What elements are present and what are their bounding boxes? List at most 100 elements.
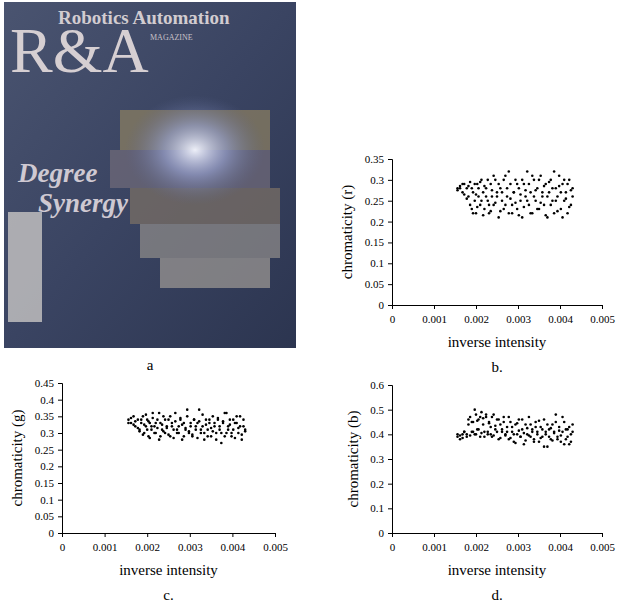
point (546, 423, 549, 426)
point (476, 183, 479, 186)
point (479, 416, 482, 419)
point (529, 212, 532, 215)
points (127, 408, 246, 444)
point (201, 413, 204, 416)
point (514, 442, 517, 445)
x-tick: 0.002 (135, 533, 160, 553)
point (538, 440, 541, 443)
point (483, 436, 486, 439)
point (156, 418, 159, 421)
point (531, 174, 534, 177)
point (479, 181, 482, 184)
point (137, 427, 140, 430)
y-tick-mark (58, 516, 62, 517)
point (147, 420, 150, 423)
point (213, 422, 216, 425)
x-tick-label: 0 (390, 541, 396, 553)
point (205, 418, 208, 421)
point (134, 420, 137, 423)
point (234, 437, 237, 440)
photo-book (140, 224, 280, 258)
y-tick-mark (58, 416, 62, 417)
point (494, 424, 497, 427)
point (153, 425, 156, 428)
point (507, 170, 510, 173)
point (461, 183, 464, 186)
x-tick-mark (602, 305, 603, 309)
y-axis: 00.050.10.150.20.250.30.35 (365, 153, 393, 311)
point (570, 189, 573, 192)
point (509, 197, 512, 200)
point (456, 189, 459, 192)
point (533, 195, 536, 198)
chart-panel: 00.0010.0020.0030.0040.00500.050.10.150.… (339, 153, 615, 375)
point (467, 418, 470, 421)
point (492, 434, 495, 437)
point (494, 428, 497, 431)
point (516, 208, 519, 211)
point (548, 436, 551, 439)
point (145, 413, 148, 416)
y-tick-mark (58, 500, 62, 501)
point (142, 433, 145, 436)
point (143, 423, 146, 426)
point (571, 431, 574, 434)
y-tick: 0.4 (40, 394, 62, 406)
point (561, 416, 564, 419)
point (212, 430, 215, 433)
photo-text: Degree (17, 158, 97, 188)
point (220, 432, 223, 435)
point (546, 195, 549, 198)
point (536, 433, 539, 436)
x-tick-label: 0.003 (506, 313, 531, 325)
point (555, 187, 558, 190)
panel-label: b. (491, 359, 502, 375)
y-tick-label: 0 (379, 527, 385, 539)
y-tick: 0.3 (370, 453, 392, 465)
point (483, 431, 486, 434)
y-tick-mark (388, 284, 392, 285)
y-tick: 0.15 (35, 477, 62, 489)
point (536, 187, 539, 190)
point (519, 436, 522, 439)
y-tick: 0.5 (370, 404, 392, 416)
y-tick-label: 0.5 (370, 404, 384, 416)
point (553, 432, 556, 435)
point (544, 183, 547, 186)
point (486, 433, 489, 436)
point (201, 425, 204, 428)
point (534, 199, 537, 202)
point (558, 185, 561, 188)
point (130, 417, 133, 420)
x-tick-label: 0.002 (464, 541, 489, 553)
point (558, 174, 561, 177)
x-axis: 00.0010.0020.0030.0040.005 (60, 533, 289, 553)
point (570, 204, 573, 207)
y-tick: 0 (379, 527, 393, 539)
chart-panel: 00.0010.0020.0030.0040.00500.10.20.30.40… (345, 379, 616, 603)
point (132, 423, 135, 426)
panel-label: c. (163, 587, 173, 603)
point (570, 433, 573, 436)
point (198, 408, 201, 411)
point (479, 436, 482, 439)
point (521, 179, 524, 182)
point (538, 179, 541, 182)
point (472, 191, 475, 194)
point (561, 216, 564, 219)
point (142, 415, 145, 418)
point (200, 428, 203, 431)
point (472, 431, 475, 434)
point (488, 422, 491, 425)
point (541, 428, 544, 431)
y-tick: 0 (379, 299, 393, 311)
point (553, 170, 556, 173)
point (555, 413, 558, 416)
point (205, 423, 208, 426)
point (496, 431, 499, 434)
point (475, 433, 478, 436)
point (504, 174, 507, 177)
point (237, 427, 240, 430)
y-tick-mark (388, 159, 392, 160)
x-tick-mark (275, 533, 276, 537)
